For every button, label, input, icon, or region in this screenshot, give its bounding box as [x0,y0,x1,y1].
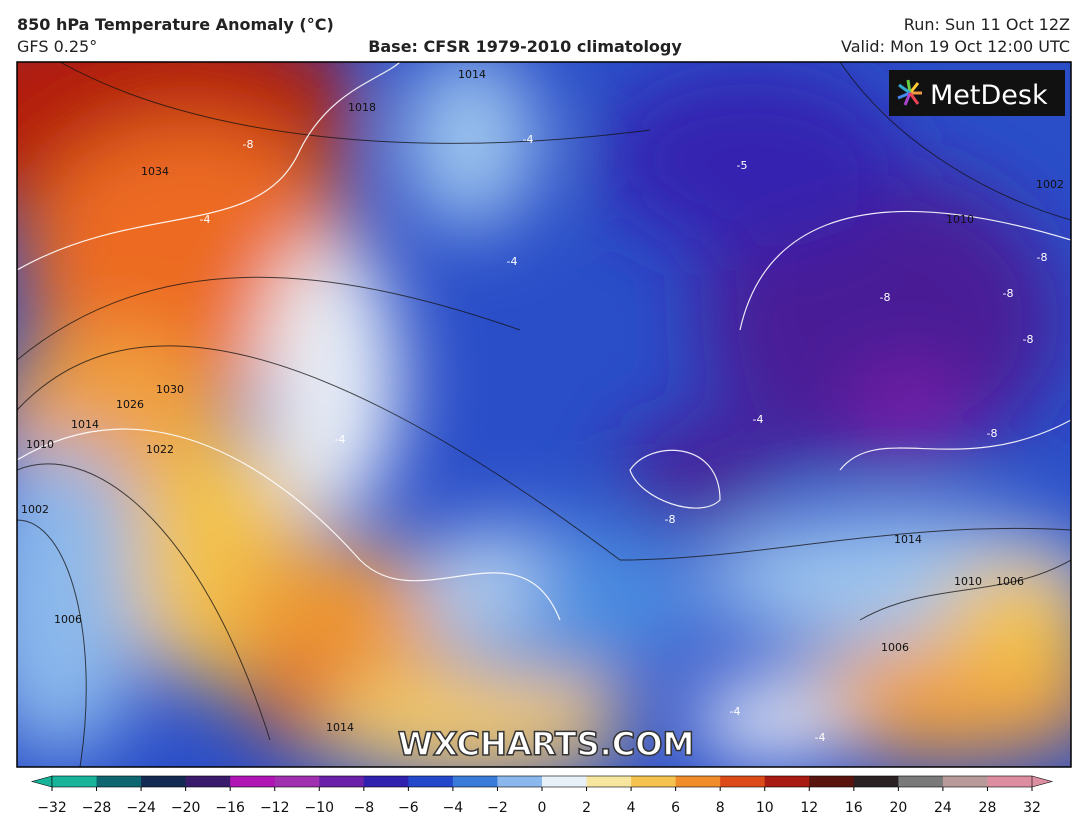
contour-label: 1034 [141,165,169,178]
colorbar-swatch [675,776,721,787]
colorbar-tick-label: 10 [756,800,774,816]
colorbar-swatch [319,776,365,787]
contour-label: 1022 [146,443,174,456]
model: GFS 0.25° [17,37,97,56]
colorbar-tick-label: −8 [353,800,374,816]
contour-label: -8 [880,291,891,304]
contour-label: 1002 [21,503,49,516]
colorbar-swatch [185,776,231,787]
colorbar-swatch [452,776,498,787]
colorbar-swatch [274,776,320,787]
colorbar-tick-label: −32 [37,800,67,816]
contour-label: -8 [1023,333,1034,346]
colorbar-swatch [141,776,187,787]
contour-label: 1006 [996,575,1024,588]
contour-label: 1014 [71,418,99,431]
colorbar-swatch [408,776,454,787]
contour-label: 1014 [894,533,922,546]
colorbar-tick-label: 12 [800,800,818,816]
watermark: WXCHARTS.COM [398,725,695,763]
colorbar-swatch [764,776,810,787]
contour-label: -4 [335,433,346,446]
colorbar-tick-label: −20 [171,800,201,816]
colorbar-swatch [96,776,142,787]
colorbar-tick-label: 16 [845,800,863,816]
colorbar-tick-label: −6 [398,800,419,816]
colorbar-tick-label: −28 [82,800,112,816]
colorbar-tick-label: −24 [126,800,156,816]
colorbar-arrow-low [30,775,53,788]
colorbar-swatch [230,776,276,787]
contour-label: 1010 [26,438,54,451]
contour-label: -4 [730,705,741,718]
colorbar-tick-label: −12 [260,800,290,816]
contour-label: 1018 [348,101,376,114]
contour-label: -4 [200,213,211,226]
contour-label: 1006 [54,613,82,626]
colorbar-tick-label: 28 [979,800,997,816]
contour-label: -4 [815,731,826,744]
run: Run: Sun 11 Oct 12Z [904,15,1070,34]
colorbar-tick-label: 20 [889,800,907,816]
colorbar-swatch [542,776,588,787]
contour-label: -4 [523,133,534,146]
colorbar-swatch [898,776,944,787]
contour-label: -4 [507,255,518,268]
contour-label: -8 [1037,251,1048,264]
contour-label: -5 [737,159,748,172]
colorbar-tick-label: 0 [538,800,547,816]
colorbar-swatch [809,776,855,787]
colorbar-swatch [497,776,543,787]
colorbar-swatch [987,776,1033,787]
contour-label: 1010 [954,575,982,588]
contour-label: -8 [665,513,676,526]
colorbar: −32 −28 −24 −20 −16 −12 −10 −8 −6 −4 −2 0 2 4 6 8 10 12 16… [30,775,1054,816]
contour-label: 1014 [326,721,354,734]
logo: MetDesk [930,80,1048,111]
colorbar-swatch [52,776,98,787]
colorbar-tick-label: −16 [215,800,245,816]
colorbar-tick-label: −4 [443,800,464,816]
contour-label: 1030 [156,383,184,396]
colorbar-swatch [586,776,632,787]
contour-label: 1002 [1036,178,1064,191]
contour-label: 1010 [946,213,974,226]
colorbar-tick-label: 8 [716,800,725,816]
title: 850 hPa Temperature Anomaly (°C) [17,15,334,34]
contour-label: -8 [1003,287,1014,300]
contour-label: -8 [243,138,254,151]
colorbar-tick-label: −2 [487,800,508,816]
colorbar-tick-label: 4 [627,800,636,816]
colorbar-tick-label: 6 [671,800,680,816]
colorbar-swatch [363,776,409,787]
colorbar-tick-label: 32 [1023,800,1041,816]
colorbar-tick-label: −10 [304,800,334,816]
contour-label: 1006 [881,641,909,654]
contour-label: 1014 [458,68,486,81]
colorbar-arrow-high [1031,775,1054,788]
contour-label: -4 [753,413,764,426]
valid: Valid: Mon 19 Oct 12:00 UTC [841,37,1070,56]
logo-icon [897,79,922,106]
colorbar-swatch [853,776,899,787]
colorbar-swatch [720,776,766,787]
base: Base: CFSR 1979-2010 climatology [368,37,682,56]
contour-label: 1026 [116,398,144,411]
colorbar-swatch [942,776,988,787]
contour-label: -8 [987,427,998,440]
colorbar-tick-label: 2 [582,800,591,816]
colorbar-swatch [631,776,677,787]
colorbar-tick-label: 24 [934,800,952,816]
map-frame [16,61,1072,768]
map [17,62,1071,767]
